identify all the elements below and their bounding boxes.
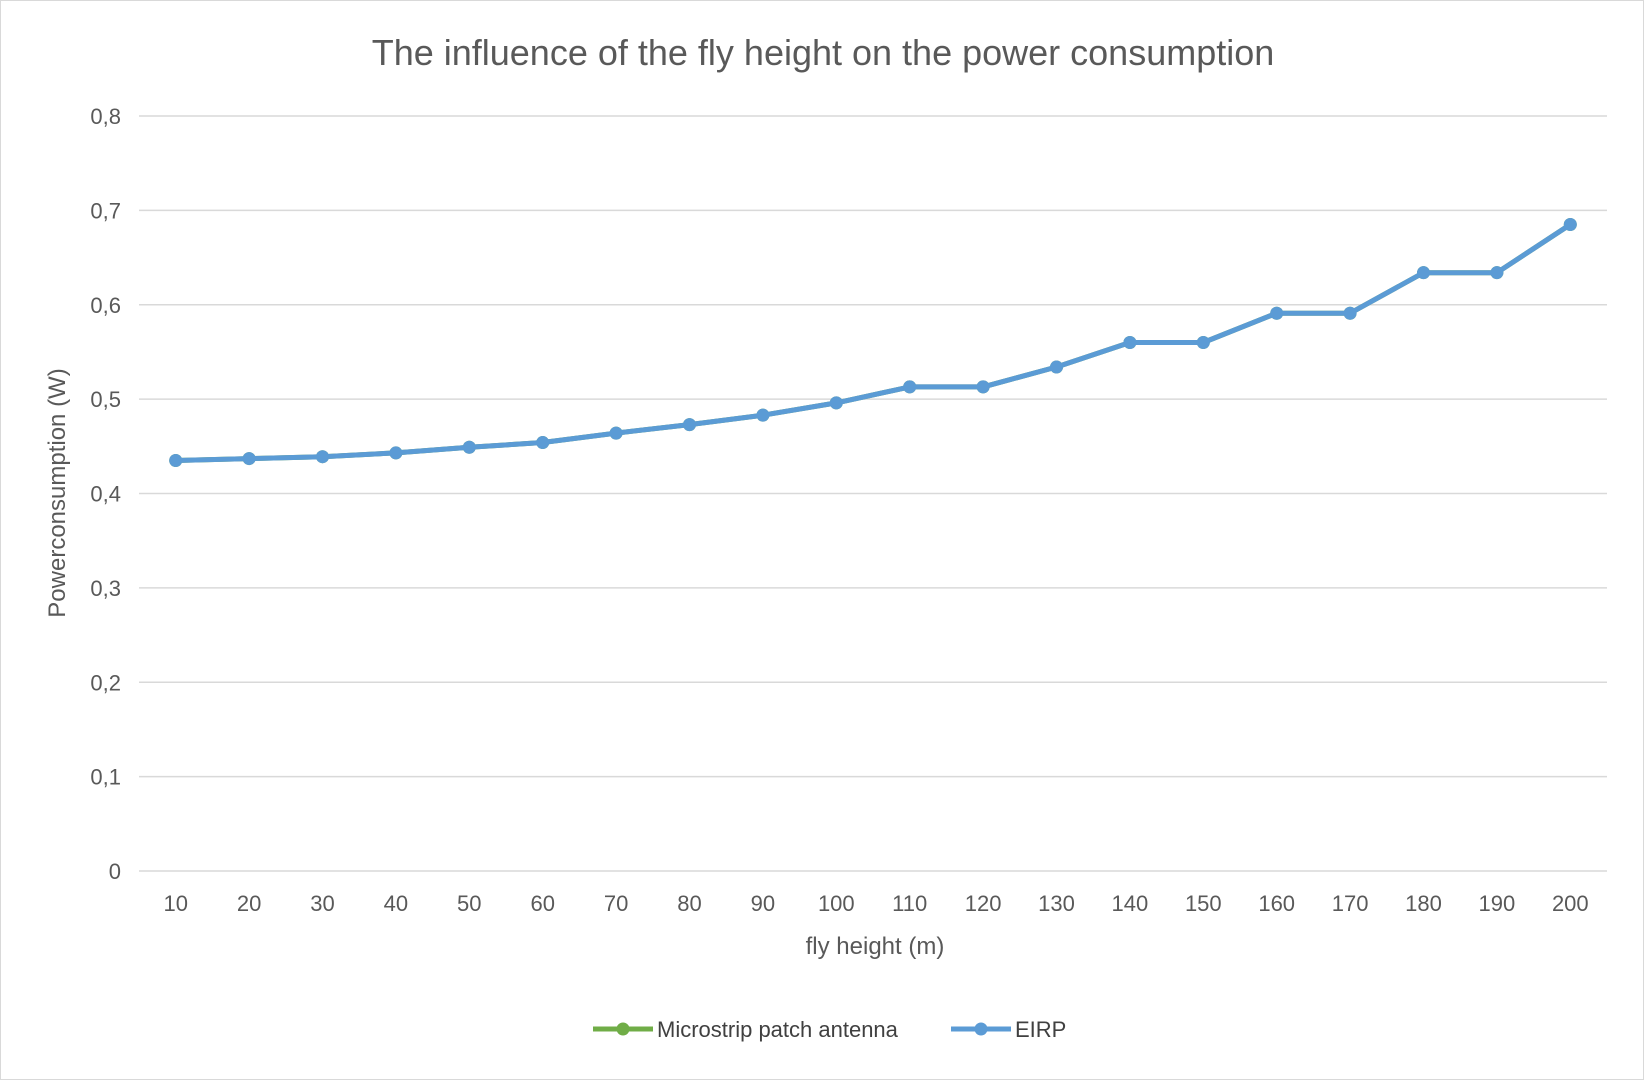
data-point [1270,306,1284,320]
y-axis-ticks: 0 0,1 0,2 0,3 0,4 0,5 0,6 0,7 0,8 [90,104,121,884]
gridlines [139,115,1607,872]
data-point [1343,306,1357,320]
x-tick-label: 200 [1552,891,1589,916]
data-point [389,446,403,460]
y-axis-title: Powerconsumption (W) [44,368,71,617]
x-tick-label: 170 [1332,891,1369,916]
x-tick-label: 110 [892,891,927,916]
data-point [903,380,917,394]
data-point [683,418,696,432]
x-tick-label: 60 [530,891,554,916]
x-tick-label: 80 [677,891,701,916]
data-point [1490,266,1504,280]
data-point [169,453,183,467]
x-tick-label: 50 [457,891,481,916]
legend-item-1[interactable]: EIRP [951,1017,1066,1042]
series-0 [169,218,1577,467]
x-tick-label: 100 [818,891,855,916]
y-tick-label: 0,4 [90,482,121,507]
data-point [462,440,476,454]
y-tick-label: 0,6 [90,293,121,318]
legend-label: Microstrip patch antenna [657,1017,899,1042]
series-1 [169,218,1577,467]
data-point [536,436,550,450]
data-point [829,396,843,410]
data-point [1563,218,1577,232]
series-layer [169,218,1577,467]
data-point [1050,360,1063,374]
x-tick-label: 90 [751,891,775,916]
data-point [1123,336,1137,349]
data-point [976,380,990,394]
legend-item-0[interactable]: Microstrip patch antenna [593,1017,899,1042]
x-tick-label: 180 [1405,891,1442,916]
data-point [756,408,770,422]
data-point [316,450,329,464]
y-tick-label: 0,8 [90,104,121,129]
data-point [242,452,256,466]
y-tick-label: 0,1 [90,765,121,790]
x-tick-label: 40 [384,891,408,916]
y-tick-label: 0 [109,859,121,884]
x-tick-label: 150 [1185,891,1222,916]
y-tick-label: 0,3 [90,576,121,601]
x-tick-label: 160 [1258,891,1295,916]
y-tick-label: 0,2 [90,670,121,695]
legend[interactable]: Microstrip patch antenna EIRP [593,1017,1066,1042]
x-tick-label: 20 [237,891,261,916]
x-tick-label: 30 [310,891,334,916]
series-line [173,222,1573,463]
y-tick-label: 0,7 [90,198,121,223]
data-point [609,426,623,440]
x-axis-ticks: 10 20 30 40 50 60 70 80 90 100 110 120 130 140 150 160 1… [163,891,1588,916]
legend-label: EIRP [1015,1017,1066,1042]
x-tick-label: 10 [163,891,187,916]
legend-point-marker [616,1022,630,1036]
series-line [173,222,1573,463]
x-axis-title: fly height (m) [806,933,945,960]
y-tick-label: 0,5 [90,387,121,412]
data-point [1196,336,1210,349]
x-tick-label: 70 [604,891,628,916]
data-point [1417,266,1430,280]
x-tick-label: 120 [965,891,1002,916]
x-tick-label: 140 [1112,891,1149,916]
legend-point-marker [974,1022,988,1036]
chart-title: The influence of the fly height on the p… [372,32,1275,73]
x-tick-label: 130 [1038,891,1075,916]
x-tick-label: 190 [1479,891,1516,916]
